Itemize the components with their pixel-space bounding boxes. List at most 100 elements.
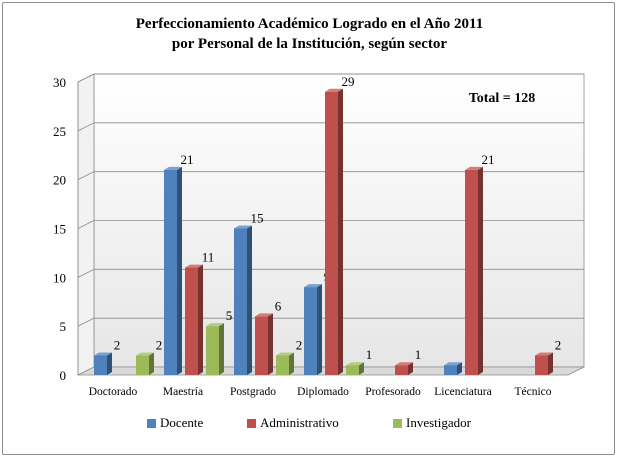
bar-side <box>219 323 224 375</box>
bar-side <box>457 362 462 375</box>
legend-item: Docente <box>147 415 203 431</box>
bar-top <box>346 362 364 366</box>
bar-front <box>325 91 338 376</box>
bar-side <box>268 313 273 375</box>
data-label: 21 <box>482 152 495 167</box>
bar-docente-doctorado: 2 <box>94 337 120 375</box>
bar-front <box>185 267 198 375</box>
data-label: 2 <box>555 337 562 352</box>
bar-top <box>136 352 154 356</box>
bar-administrativo-licenciatura: 21 <box>465 152 495 375</box>
gridline-depth <box>77 268 95 278</box>
bar-front <box>304 287 317 375</box>
legend-label: Administrativo <box>260 415 339 430</box>
data-label: 29 <box>342 74 355 89</box>
bar-front <box>346 365 359 375</box>
gridline-depth <box>77 171 95 181</box>
legend-label: Docente <box>160 415 204 430</box>
legend-swatch <box>393 418 402 428</box>
bar-top <box>444 362 462 366</box>
bar-front <box>206 326 219 375</box>
x-axis: Doctorado Maestría Postgrado Diplomado Profe… <box>89 386 552 398</box>
bar-side <box>478 166 483 375</box>
gridline-depth <box>77 220 95 229</box>
bar-top <box>206 323 224 327</box>
bar-front <box>395 365 408 375</box>
legend-item: Investigador <box>393 415 471 431</box>
x-tick-label: Maestría <box>163 386 203 398</box>
bar-top <box>465 166 483 170</box>
y-tick-label: 15 <box>53 222 66 237</box>
bar-side <box>107 352 112 375</box>
bar-investigador-maestría: 5 <box>206 308 232 375</box>
bar-docente-postgrado: 15 <box>234 211 264 375</box>
bar-top <box>535 352 553 356</box>
bar-top <box>164 166 182 170</box>
legend-swatch <box>247 418 256 428</box>
bar-front <box>94 355 107 375</box>
legend-label: Investigador <box>406 415 471 430</box>
bar-top <box>234 225 252 229</box>
bar-administrativo-postgrado: 6 <box>255 298 282 375</box>
bar-side <box>177 166 182 375</box>
data-label: 5 <box>226 308 233 323</box>
data-label: 15 <box>251 211 264 226</box>
y-tick-label: 5 <box>60 319 67 334</box>
x-tick-label: Doctorado <box>89 386 138 398</box>
bar-side <box>247 225 252 375</box>
x-tick-label: Profesorado <box>365 386 421 398</box>
bar-top <box>325 88 343 92</box>
bar-administrativo-maestría: 11 <box>185 250 214 375</box>
bar-side <box>317 284 322 375</box>
bar-side <box>548 352 553 375</box>
data-label: 1 <box>415 347 422 362</box>
y-tick-label: 30 <box>53 75 66 90</box>
bar-top <box>185 264 203 268</box>
bar-front <box>136 355 149 375</box>
data-label: 1 <box>366 347 373 362</box>
chart-title-line-2: por Personal de la Institución, según se… <box>171 36 448 52</box>
bar-top <box>304 284 322 288</box>
legend-swatch <box>147 418 156 428</box>
bar-side <box>289 352 294 375</box>
bar-side <box>338 88 343 376</box>
gridline-depth <box>77 122 95 132</box>
bar-side <box>408 362 413 375</box>
bar-investigador-postgrado: 2 <box>276 337 302 375</box>
bar-front <box>255 316 268 375</box>
gridline-depth <box>77 73 95 83</box>
bar-investigador-doctorado: 2 <box>136 337 162 375</box>
x-tick-label: Licenciatura <box>434 386 491 398</box>
gridline-depth <box>77 317 95 327</box>
bar-side <box>359 362 364 375</box>
y-tick-label: 10 <box>53 270 66 285</box>
bar-side <box>149 352 154 375</box>
data-label: 2 <box>296 337 303 352</box>
bar-front <box>276 355 289 375</box>
y-tick-label: 25 <box>53 124 66 139</box>
bar-front <box>465 169 478 375</box>
bar-investigador-diplomado: 1 <box>346 347 372 375</box>
y-tick-label: 20 <box>53 173 66 188</box>
x-tick-label: Postgrado <box>230 386 276 398</box>
data-label: 2 <box>156 337 163 352</box>
bar-top <box>255 313 273 317</box>
bar-docente-maestría: 21 <box>164 152 194 375</box>
x-tick-label: Diplomado <box>297 386 349 398</box>
bar-top <box>276 352 294 356</box>
chart-title: Perfeccionamiento Académico Logrado en e… <box>0 14 619 54</box>
bar-front <box>444 365 457 375</box>
data-label: 2 <box>114 337 121 352</box>
bar-side <box>198 264 203 375</box>
data-label: 6 <box>275 298 282 313</box>
bar-top <box>395 362 413 366</box>
x-tick-label: Técnico <box>514 386 551 398</box>
chart-title-line-1: Perfeccionamiento Académico Logrado en e… <box>135 16 484 32</box>
y-tick-label: 0 <box>60 368 67 383</box>
bar-top <box>94 352 112 356</box>
y-axis: 0 5 10 15 20 25 30 <box>53 75 79 383</box>
bar-front <box>164 169 177 375</box>
bar-front <box>535 355 548 375</box>
legend-item: Administrativo <box>247 415 339 431</box>
